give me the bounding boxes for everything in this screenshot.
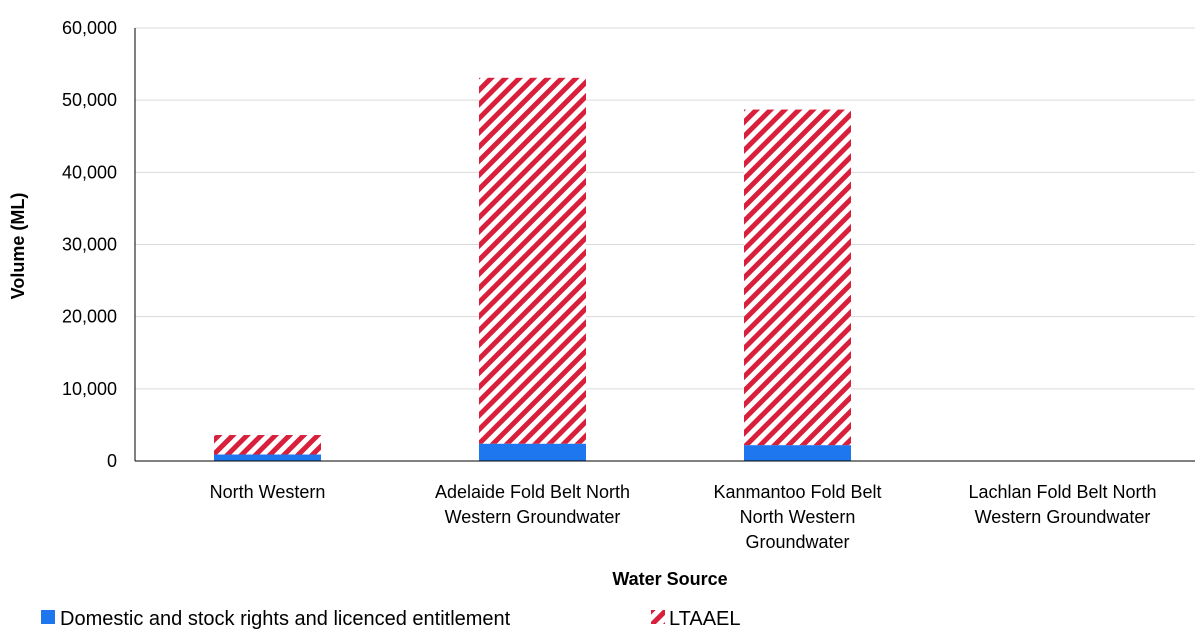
y-tick-label: 0 bbox=[107, 451, 117, 471]
axes bbox=[134, 28, 1195, 462]
x-category-label-line: North Western bbox=[210, 482, 326, 502]
y-tick-labels: 0 10,000 20,000 30,000 40,000 50,000 60,000 bbox=[62, 18, 117, 471]
legend-swatch-domestic bbox=[41, 610, 55, 624]
gridlines bbox=[135, 27, 1195, 390]
x-category-label-line: North Western bbox=[740, 507, 856, 527]
y-tick-label: 40,000 bbox=[62, 162, 117, 182]
legend-label-domestic: Domestic and stock rights and licenced e… bbox=[60, 608, 511, 630]
y-tick-label: 30,000 bbox=[62, 235, 117, 255]
x-category-label: Adelaide Fold Belt North Western Groundwa… bbox=[435, 482, 630, 527]
bar-segment-domestic bbox=[744, 445, 851, 461]
legend-label-ltaael: LTAAEL bbox=[669, 608, 741, 630]
bar-segment-domestic bbox=[214, 454, 321, 461]
y-tick-label: 10,000 bbox=[62, 379, 117, 399]
x-category-label: Kanmantoo Fold Belt North Western Groundwa… bbox=[713, 482, 881, 552]
bar-segment-ltaael bbox=[214, 435, 321, 455]
x-category-label: North Western bbox=[210, 482, 326, 502]
legend: Domestic and stock rights and licenced e… bbox=[41, 608, 741, 630]
bar-segment-domestic bbox=[479, 443, 586, 461]
bar-segment-ltaael bbox=[744, 109, 851, 446]
y-tick-label: 20,000 bbox=[62, 307, 117, 327]
x-category-label: Lachlan Fold Belt North Western Groundwat… bbox=[968, 482, 1156, 527]
y-tick-label: 60,000 bbox=[62, 18, 117, 38]
x-category-labels: North Western Adelaide Fold Belt North Wes… bbox=[210, 482, 1157, 552]
y-axis-title: Volume (ML) bbox=[8, 193, 28, 300]
bar-segment-ltaael bbox=[479, 77, 586, 444]
x-category-label-line: Kanmantoo Fold Belt bbox=[713, 482, 881, 502]
x-category-label-line: Western Groundwater bbox=[445, 507, 621, 527]
legend-swatch-ltaael bbox=[651, 610, 665, 624]
x-category-label-line: Lachlan Fold Belt North bbox=[968, 482, 1156, 502]
x-category-label-line: Groundwater bbox=[745, 532, 849, 552]
x-axis-title: Water Source bbox=[612, 569, 727, 589]
y-tick-label: 50,000 bbox=[62, 90, 117, 110]
bars bbox=[214, 77, 851, 461]
x-category-label-line: Adelaide Fold Belt North bbox=[435, 482, 630, 502]
x-category-label-line: Western Groundwater bbox=[975, 507, 1151, 527]
